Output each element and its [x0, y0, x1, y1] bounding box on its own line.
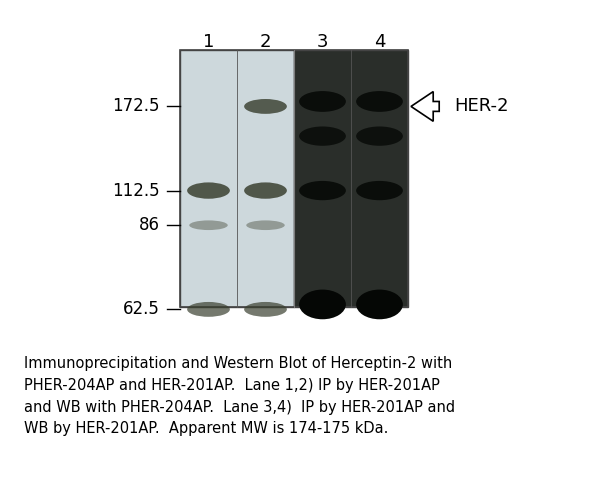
Text: 3: 3	[317, 33, 328, 51]
Text: 86: 86	[139, 216, 160, 234]
Ellipse shape	[356, 290, 403, 319]
Ellipse shape	[299, 181, 346, 200]
Text: Immunoprecipitation and Western Blot of Herceptin-2 with
PHER-204AP and HER-201A: Immunoprecipitation and Western Blot of …	[24, 356, 455, 436]
Ellipse shape	[356, 91, 403, 112]
Ellipse shape	[244, 99, 287, 114]
Ellipse shape	[244, 302, 287, 317]
Ellipse shape	[187, 302, 230, 317]
Text: 172.5: 172.5	[112, 98, 160, 115]
Ellipse shape	[189, 220, 228, 230]
Ellipse shape	[246, 220, 285, 230]
Ellipse shape	[356, 181, 403, 200]
Text: 112.5: 112.5	[112, 182, 160, 199]
Ellipse shape	[299, 126, 346, 146]
Ellipse shape	[187, 182, 230, 198]
Polygon shape	[411, 92, 439, 121]
FancyBboxPatch shape	[294, 50, 408, 307]
Ellipse shape	[356, 126, 403, 146]
Ellipse shape	[299, 91, 346, 112]
Text: 4: 4	[374, 33, 385, 51]
Text: 2: 2	[260, 33, 271, 51]
Text: 62.5: 62.5	[123, 300, 160, 318]
Ellipse shape	[299, 290, 346, 319]
Text: HER-2: HER-2	[454, 98, 509, 115]
FancyBboxPatch shape	[180, 50, 294, 307]
Text: 1: 1	[203, 33, 214, 51]
Ellipse shape	[244, 182, 287, 198]
